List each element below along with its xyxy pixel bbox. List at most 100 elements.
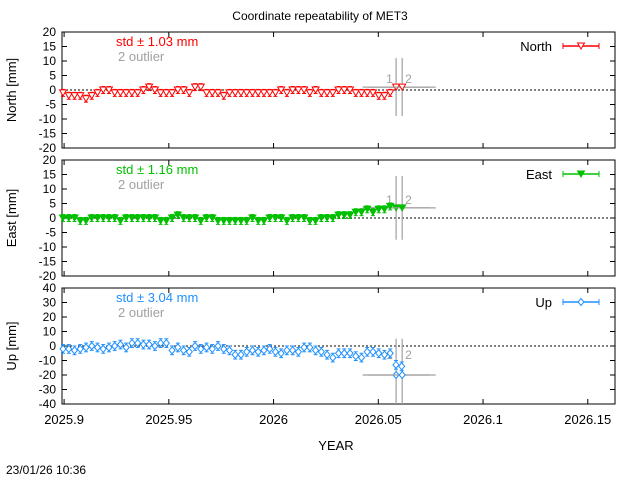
outlier-label: 1 xyxy=(386,193,393,207)
data-point xyxy=(179,346,188,355)
data-point xyxy=(282,217,292,225)
data-point xyxy=(369,347,377,357)
data-point xyxy=(357,208,366,217)
data-point xyxy=(208,344,216,354)
data-point xyxy=(184,214,194,222)
data-point xyxy=(253,217,263,225)
data-point xyxy=(225,217,234,225)
data-point xyxy=(322,89,332,97)
data-point xyxy=(231,350,239,359)
data-point xyxy=(293,214,303,222)
y-tick-label: 0 xyxy=(49,339,56,353)
y-tick-label: 15 xyxy=(43,40,57,54)
data-point xyxy=(283,346,291,355)
data-point xyxy=(380,205,389,214)
data-point xyxy=(81,217,91,225)
data-point xyxy=(173,86,183,94)
data-point xyxy=(271,347,280,357)
data-point xyxy=(254,347,262,357)
data-point xyxy=(339,86,349,94)
data-point xyxy=(197,344,205,354)
y-tick-label: 30 xyxy=(43,296,57,310)
legend-label: North xyxy=(520,39,552,54)
data-point xyxy=(75,217,85,225)
data-point xyxy=(139,214,148,222)
data-point xyxy=(352,351,360,361)
data-point xyxy=(385,89,395,97)
data-point xyxy=(139,86,148,94)
data-point xyxy=(127,89,137,97)
data-point xyxy=(277,348,285,358)
data-point xyxy=(305,89,315,97)
data-point xyxy=(334,348,343,358)
data-point xyxy=(214,341,222,351)
data-point xyxy=(323,350,331,359)
data-point xyxy=(380,350,389,359)
data-point xyxy=(329,353,337,362)
data-point xyxy=(305,217,315,225)
y-tick-label: 5 xyxy=(49,69,56,83)
data-point xyxy=(368,208,378,217)
data-point xyxy=(190,83,200,92)
y-tick-label: -10 xyxy=(39,240,57,254)
data-point xyxy=(265,214,275,222)
data-point xyxy=(243,347,251,357)
data-point xyxy=(196,217,206,225)
x-axis-label: YEAR xyxy=(318,438,353,453)
y-tick-label: -20 xyxy=(39,368,57,382)
y-tick-label: 20 xyxy=(43,25,57,39)
y-tick-label: -30 xyxy=(39,383,57,397)
data-point xyxy=(156,338,165,348)
data-point xyxy=(271,89,280,97)
y-tick-label: 15 xyxy=(43,168,57,182)
data-point xyxy=(316,89,326,97)
y-tick-label: -10 xyxy=(39,354,57,368)
data-point xyxy=(225,89,234,97)
data-point xyxy=(374,205,384,214)
std-label: std ± 1.16 mm xyxy=(116,162,198,177)
data-point xyxy=(161,217,171,225)
outlier-count-label: 2 outlier xyxy=(118,305,165,320)
data-point xyxy=(87,92,97,100)
data-point xyxy=(225,346,234,355)
data-point xyxy=(346,348,354,358)
data-point xyxy=(339,211,349,220)
data-point xyxy=(93,89,102,97)
data-point xyxy=(374,92,384,100)
outlier-count-label: 2 outlier xyxy=(118,49,165,64)
y-tick-label: -15 xyxy=(39,127,57,141)
data-point xyxy=(248,89,257,97)
x-tick-label: 2025.9 xyxy=(44,412,84,427)
std-label: std ± 1.03 mm xyxy=(116,34,198,49)
data-point xyxy=(139,340,148,349)
data-point xyxy=(81,95,91,103)
data-point xyxy=(111,341,119,351)
data-point xyxy=(93,343,102,352)
data-point xyxy=(288,86,297,94)
data-point xyxy=(93,214,102,222)
data-point xyxy=(133,89,143,97)
data-point xyxy=(322,214,332,222)
data-point xyxy=(351,208,361,217)
x-tick-label: 2026 xyxy=(259,412,288,427)
data-point xyxy=(219,217,229,225)
y-axis-label: North [mm] xyxy=(4,58,19,122)
data-point xyxy=(317,347,325,357)
data-point xyxy=(179,214,188,222)
data-point xyxy=(167,89,177,97)
chart-title: Coordinate repeatability of MET3 xyxy=(232,9,408,23)
data-point xyxy=(293,86,303,94)
data-point xyxy=(236,217,246,225)
legend-label: Up xyxy=(535,295,552,310)
data-point xyxy=(156,89,165,97)
data-point xyxy=(98,86,108,94)
y-axis-label: East [mm] xyxy=(4,189,19,248)
data-point xyxy=(328,214,338,222)
data-point xyxy=(116,340,125,349)
data-point xyxy=(121,89,131,97)
data-point xyxy=(167,214,177,222)
data-point xyxy=(311,346,320,355)
data-point xyxy=(340,348,348,358)
data-point xyxy=(316,214,326,222)
data-point xyxy=(133,214,143,222)
